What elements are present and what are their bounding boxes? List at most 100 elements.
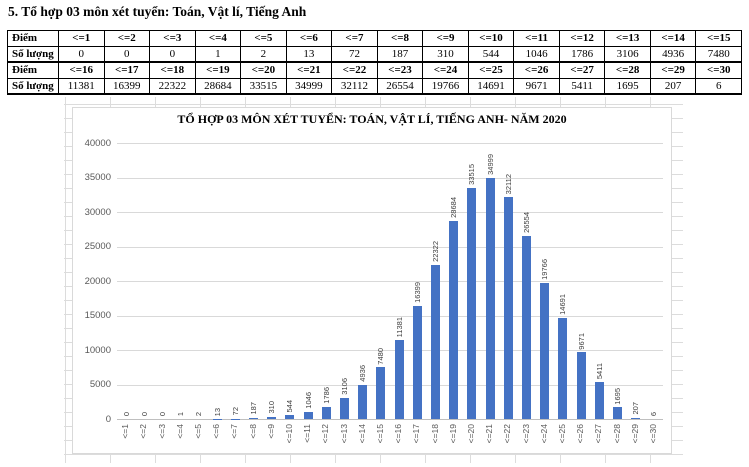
- row-header-cell: Số lượng: [7, 45, 59, 63]
- bar: [321, 406, 331, 419]
- x-axis-tick-label: <=29: [629, 424, 640, 444]
- table-cell: 26554: [376, 77, 424, 95]
- chart-title: TỔ HỢP 03 MÔN XÉT TUYỂN: TOÁN, VẬT LÍ, T…: [177, 112, 567, 126]
- table-cell: 2: [240, 45, 287, 63]
- gridline: [117, 246, 663, 248]
- bar: [412, 305, 422, 419]
- bar-value-label: 187: [249, 402, 258, 415]
- table-cell: <=17: [103, 61, 151, 79]
- gridline: [117, 212, 663, 213]
- table-cell: <=30: [695, 61, 742, 79]
- table-cell: 34999: [285, 77, 333, 95]
- bar: [394, 340, 404, 419]
- table-cell: <=1: [58, 30, 105, 47]
- y-axis-tick-label: 25000: [84, 241, 111, 252]
- bar: [594, 381, 604, 419]
- bar-value-label: 4936: [358, 365, 368, 382]
- x-axis-tick-label: <=22: [502, 424, 513, 444]
- table-cell: 33515: [240, 77, 287, 95]
- x-axis-tick-label: <=18: [429, 424, 440, 444]
- table-cell: <=19: [194, 61, 242, 79]
- table-cell: <=14: [649, 30, 697, 47]
- bar: [558, 317, 568, 419]
- table-cell: <=20: [240, 61, 287, 79]
- x-axis-tick-label: <=5: [192, 424, 203, 439]
- table-cell: 187: [376, 45, 424, 63]
- table-cell: <=11: [513, 30, 560, 47]
- x-axis-tick-label: <=11: [302, 424, 313, 443]
- bar-value-label: 2: [194, 411, 204, 416]
- table-cell: 0: [103, 45, 151, 63]
- x-axis-tick-label: <=21: [484, 424, 495, 444]
- x-axis-tick-label: <=16: [393, 424, 404, 444]
- gridline: [117, 281, 663, 282]
- table-cell: <=13: [604, 30, 651, 47]
- x-axis-tick-label: <=7: [229, 424, 240, 439]
- table-cell: <=27: [558, 61, 606, 79]
- table-cell: 14691: [467, 77, 515, 95]
- bar: [340, 397, 349, 419]
- x-axis-tick-label: <=12: [320, 424, 331, 444]
- page-heading: 5. Tổ hợp 03 môn xét tuyển: Toán, Vật lí…: [8, 4, 307, 19]
- table-cell: 22322: [149, 77, 196, 95]
- table-cell: <=26: [513, 61, 560, 79]
- bar-value-label: 3106: [340, 377, 349, 395]
- table-cell: <=23: [376, 61, 424, 79]
- x-axis-tick-label: <=14: [356, 424, 367, 444]
- row-header-cell: Số lượng: [7, 77, 59, 95]
- table-cell: 28684: [194, 77, 242, 95]
- table-cell: <=25: [467, 61, 515, 79]
- table-cell: <=9: [422, 30, 469, 47]
- table-cell: <=29: [649, 61, 697, 79]
- y-axis-tick-label: 15000: [84, 310, 111, 321]
- table-cell: 207: [649, 77, 697, 95]
- bar-value-label: 544: [285, 399, 295, 413]
- table-cell: 32112: [331, 77, 378, 95]
- bar-value-label: 207: [631, 402, 641, 415]
- table-cell: 16399: [103, 77, 151, 95]
- table-cell: 1046: [513, 45, 560, 63]
- table-cell: <=22: [331, 61, 378, 79]
- gridline: [117, 143, 663, 144]
- x-axis-tick-label: <=8: [247, 424, 258, 439]
- y-axis-tick-label: 30000: [84, 206, 111, 218]
- bar-value-label: 19766: [540, 258, 550, 280]
- bar: [522, 235, 531, 419]
- x-axis-tick-label: <=19: [447, 424, 458, 444]
- x-axis-tick-label: <=4: [174, 424, 185, 439]
- table-cell: <=24: [422, 61, 469, 79]
- y-axis-tick-label: 0: [105, 413, 111, 425]
- x-axis-tick-label: <=2: [138, 424, 149, 439]
- bar: [467, 187, 477, 419]
- table-cell: 5411: [558, 77, 606, 95]
- x-axis-tick-label: <=9: [265, 424, 276, 439]
- row-header-cell: Điểm: [7, 30, 59, 47]
- bar-value-label: 22322: [431, 241, 440, 262]
- x-axis-tick-label: <=10: [283, 424, 294, 444]
- table-cell: <=16: [58, 61, 105, 79]
- bar-value-label: 0: [158, 411, 167, 416]
- bar-value-label: 11381: [394, 317, 404, 338]
- x-axis-tick-label: <=26: [575, 424, 586, 444]
- table-cell: <=4: [194, 30, 242, 47]
- y-axis-tick-label: 35000: [84, 172, 111, 183]
- bar-value-label: 9671: [576, 332, 586, 350]
- x-axis-tick-label: <=15: [374, 424, 385, 444]
- table-cell: 3106: [604, 45, 651, 63]
- table-cell: 72: [331, 45, 378, 63]
- gridline: [117, 315, 663, 317]
- table-cell: 1: [194, 45, 242, 63]
- bar: [249, 417, 258, 419]
- bar-value-label: 16399: [412, 282, 422, 303]
- x-axis-line: [117, 419, 663, 420]
- score-table: Điểm <=1 <=2 <=3 <=4 <=5 <=6 <=7 <=8 <=9 <=10 <=11 <…: [7, 30, 742, 95]
- bar-value-label: 1786: [321, 387, 331, 404]
- y-axis-tick-label: 5000: [89, 379, 111, 390]
- x-axis-tick-label: <=27: [593, 424, 604, 444]
- bar: [303, 411, 313, 419]
- x-axis-tick-label: <=28: [611, 424, 622, 444]
- table-row: Điểm <=1 <=2 <=3 <=4 <=5 <=6 <=7 <=8 <=9 <=10 <=11 <…: [7, 30, 742, 47]
- bar-value-label: 310: [267, 401, 277, 414]
- bar: [431, 264, 440, 419]
